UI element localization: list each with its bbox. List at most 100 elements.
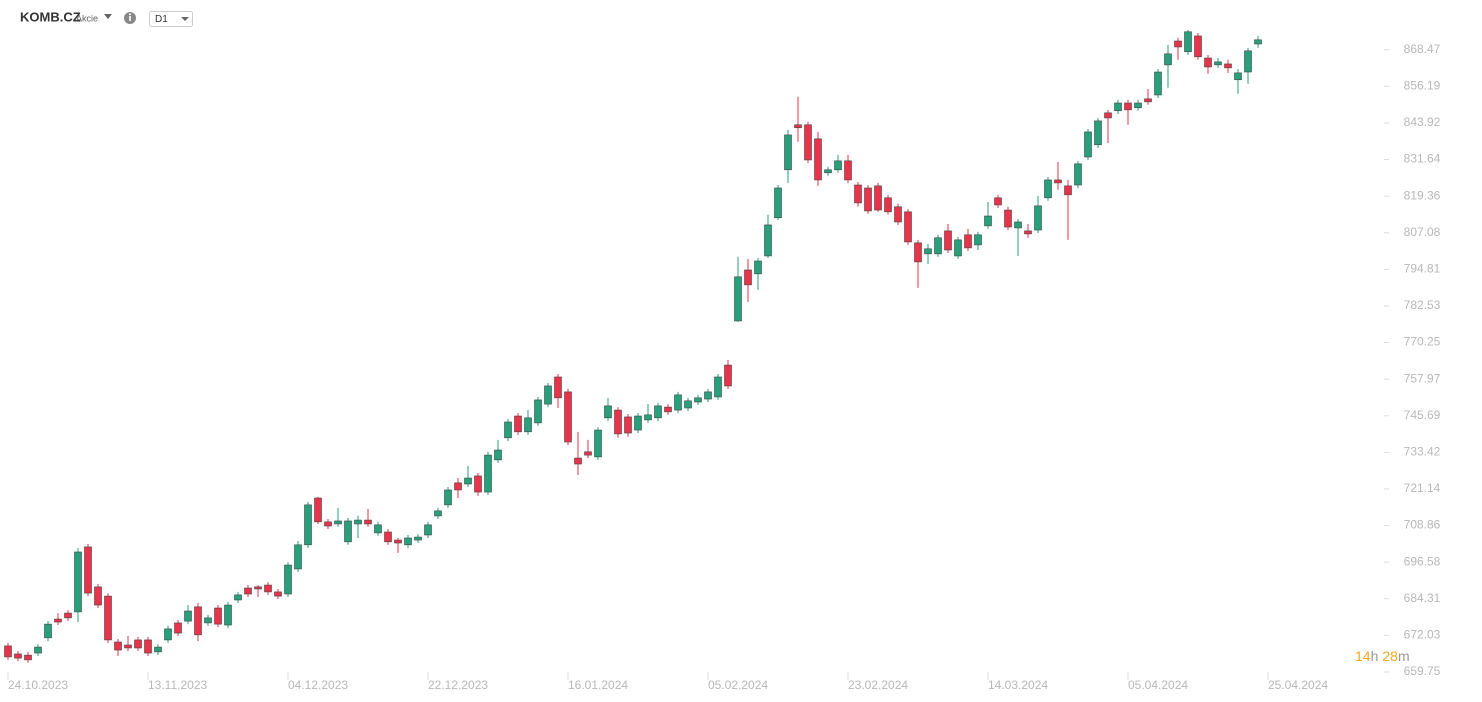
candle-body [684, 400, 692, 409]
y-tick-label: 770.25 [1404, 335, 1441, 349]
candle-body [794, 124, 802, 129]
candle-body [1244, 50, 1252, 73]
y-tick-label: 684.31 [1404, 591, 1441, 605]
candle-body [934, 237, 942, 255]
candle-body [344, 520, 352, 543]
y-tick-label: 843.92 [1404, 115, 1441, 129]
candle-body [374, 524, 382, 534]
candle-body [584, 451, 592, 456]
candle-body [504, 421, 512, 439]
candle-body [814, 138, 822, 181]
candle-body [84, 546, 92, 594]
candle-body [264, 584, 272, 593]
candle-body [834, 160, 842, 171]
candle-body [144, 639, 152, 654]
countdown-minutes: 28 [1382, 648, 1398, 664]
y-tick-label: 708.86 [1404, 518, 1441, 532]
y-tick-label: 733.42 [1404, 445, 1441, 459]
y-tick-label: 807.08 [1404, 225, 1441, 239]
candle-body [824, 169, 832, 174]
candle-body [804, 124, 812, 161]
y-tick-label: 672.03 [1404, 628, 1441, 642]
candle-body [1224, 63, 1232, 69]
candle-body [484, 454, 492, 493]
candle-body [214, 607, 222, 625]
x-tick-label: 24.10.2023 [8, 678, 68, 692]
candle-body [1054, 179, 1062, 184]
asset-type: Akcie [76, 13, 98, 23]
info-icon-dot [129, 13, 131, 16]
candle-body [1164, 53, 1172, 66]
candle-body [1074, 163, 1082, 186]
candle-body [844, 160, 852, 181]
candle-body [1144, 98, 1152, 103]
candle-body [1184, 31, 1192, 53]
candle-body [644, 414, 652, 421]
candle-body [914, 242, 922, 263]
timeframe-select[interactable] [149, 11, 193, 27]
candle-body [334, 520, 342, 525]
header: KOMB.CZ Akcie D1 [20, 9, 193, 27]
candle-body [94, 586, 102, 606]
x-tick-label: 13.11.2023 [148, 678, 207, 692]
candle-body [24, 654, 32, 661]
candle-body [724, 364, 732, 387]
x-tick-label: 16.01.2024 [568, 678, 628, 692]
candle-body [444, 489, 452, 506]
candle-body [624, 416, 632, 434]
candle-body [494, 449, 502, 461]
candle-body [284, 564, 292, 595]
candle-body [524, 417, 532, 433]
candle-body [64, 612, 72, 619]
candle-body [1044, 179, 1052, 199]
candle-body [4, 645, 12, 658]
candle-body [14, 653, 22, 659]
candle-body [414, 536, 422, 541]
candle-body [634, 415, 642, 431]
candle-body [604, 405, 612, 419]
candle-body [944, 230, 952, 251]
candle-body [924, 248, 932, 255]
candle-body [694, 397, 702, 403]
candle-body [474, 475, 482, 493]
candle-body [1004, 209, 1012, 228]
x-tick-label: 25.04.2024 [1268, 678, 1328, 692]
candle-body [574, 457, 582, 465]
candle-body [424, 524, 432, 536]
x-tick-label: 04.12.2023 [288, 678, 348, 692]
timeframe-arrow [181, 17, 189, 21]
candle-body [1214, 61, 1222, 66]
candle-body [204, 617, 212, 624]
symbol-dropdown[interactable] [104, 14, 112, 19]
candle-body [1174, 40, 1182, 48]
candle-body [294, 544, 302, 570]
candle-body [964, 234, 972, 249]
candle-body [784, 134, 792, 171]
symbol: KOMB.CZ [20, 9, 81, 24]
y-tick-label: 721.14 [1404, 481, 1441, 495]
candle-body [304, 504, 312, 546]
candle-body [254, 586, 262, 590]
candle-body [994, 197, 1002, 206]
y-tick-label: 819.36 [1404, 188, 1441, 202]
candle-body [394, 539, 402, 544]
candle-body [1094, 120, 1102, 146]
candle-body [164, 628, 172, 641]
candle-body [114, 641, 122, 651]
candle-body [184, 610, 192, 622]
candle-body [434, 510, 442, 517]
x-tick-label: 05.04.2024 [1128, 678, 1188, 692]
x-tick-label: 23.02.2024 [848, 678, 908, 692]
candle-body [894, 206, 902, 223]
candle-body [754, 260, 762, 275]
candle-body [704, 391, 712, 400]
candle-body [1064, 185, 1072, 196]
candle-body [34, 646, 42, 654]
candle-body [884, 197, 892, 213]
candle-body [314, 497, 322, 523]
candle-body [1124, 102, 1132, 111]
candle-body [1084, 131, 1092, 158]
x-tick-label: 22.12.2023 [428, 678, 488, 692]
candle-body [1104, 112, 1112, 119]
